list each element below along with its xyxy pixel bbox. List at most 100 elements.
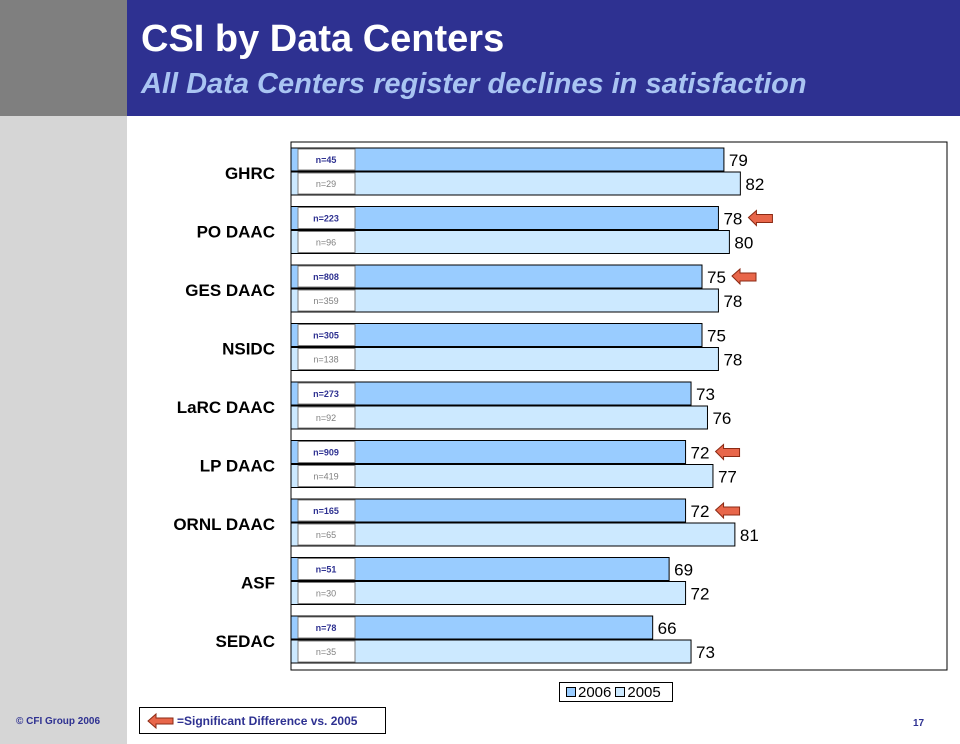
bar-2006-ornl-daac: [290, 498, 687, 523]
legend-label-2005: 2005: [627, 683, 661, 701]
bar-2006-ghrc: [290, 147, 725, 172]
bar-2006-po-daac: [290, 206, 719, 230]
page-number: 17: [913, 718, 925, 729]
bar-2005-ornl-daac: [290, 522, 736, 547]
value-label-2005-larc-daac: 76: [712, 409, 731, 428]
legend-swatch-2006: [566, 687, 576, 697]
value-label-2005-nsidc: 78: [723, 351, 742, 370]
n-box-2006-larc-daac: [297, 382, 356, 405]
value-label-2005-lp-daac: 77: [718, 468, 737, 487]
value-label-2006-larc-daac: 73: [696, 385, 715, 404]
n-label-2006-ges-daac: n=808: [313, 272, 339, 282]
significance-arrow-icon-ornl-daac: [714, 501, 741, 520]
significance-arrow-icon-ges-daac: [731, 267, 757, 286]
header-band: [127, 0, 960, 116]
category-label-asf: ASF: [241, 574, 275, 593]
n-label-2006-lp-daac: n=909: [313, 448, 339, 458]
n-label-2005-nsidc: n=138: [313, 355, 338, 365]
value-label-2006-nsidc: 75: [707, 327, 726, 346]
n-label-2005-po-daac: n=96: [316, 238, 336, 248]
n-box-2006-ornl-daac: [297, 499, 356, 522]
category-label-sedac: SEDAC: [215, 632, 275, 651]
n-box-2006-nsidc: [297, 324, 356, 346]
value-label-2006-ges-daac: 75: [707, 268, 726, 287]
n-label-2005-asf: n=30: [316, 589, 336, 599]
value-label-2006-po-daac: 78: [723, 210, 742, 229]
n-label-2005-larc-daac: n=92: [316, 413, 336, 423]
bar-2005-nsidc: [290, 347, 719, 371]
n-box-2006-po-daac: [297, 207, 356, 229]
n-box-2005-ghrc: [297, 172, 356, 195]
significance-note: =Significant Difference vs. 2005: [177, 714, 358, 728]
n-label-2005-sedac: n=35: [316, 647, 336, 657]
bar-2005-sedac: [290, 639, 692, 664]
category-label-ornl-daac: ORNL DAAC: [173, 515, 275, 534]
category-label-ghrc: GHRC: [225, 164, 275, 183]
value-label-2005-asf: 72: [691, 585, 710, 604]
category-label-ges-daac: GES DAAC: [185, 281, 275, 300]
n-label-2006-asf: n=51: [316, 565, 337, 575]
value-label-2005-ges-daac: 78: [723, 292, 742, 311]
n-label-2005-ges-daac: n=359: [313, 296, 338, 306]
bar-2005-ges-daac: [290, 288, 719, 313]
bar-2005-lp-daac: [290, 464, 714, 488]
n-box-2006-ghrc: [297, 148, 356, 171]
value-label-2006-asf: 69: [674, 561, 693, 580]
n-box-2005-asf: [297, 582, 356, 604]
n-box-2005-lp-daac: [297, 465, 356, 487]
n-box-2005-po-daac: [297, 231, 356, 253]
n-box-2006-asf: [297, 558, 356, 580]
category-label-larc-daac: LaRC DAAC: [177, 398, 275, 417]
value-label-2005-sedac: 73: [696, 643, 715, 662]
bar-2005-ghrc: [290, 171, 741, 196]
n-label-2006-ghrc: n=45: [316, 155, 337, 165]
n-box-2005-sedac: [297, 640, 356, 663]
corner-block: [0, 0, 127, 116]
n-box-2005-ges-daac: [297, 289, 356, 312]
n-label-2005-ghrc: n=29: [316, 179, 336, 189]
n-box-2005-nsidc: [297, 348, 356, 370]
category-label-nsidc: NSIDC: [222, 340, 275, 359]
category-label-lp-daac: LP DAAC: [200, 457, 275, 476]
significance-key: =Significant Difference vs. 2005: [139, 707, 386, 734]
bar-2005-po-daac: [290, 230, 730, 254]
bar-2006-ges-daac: [290, 264, 703, 289]
slide-subtitle: All Data Centers register declines in sa…: [141, 68, 807, 100]
n-label-2006-nsidc: n=305: [313, 331, 339, 341]
n-box-2005-larc-daac: [297, 406, 356, 429]
bar-2005-asf: [290, 581, 687, 605]
value-label-2006-sedac: 66: [658, 619, 677, 638]
n-box-2006-lp-daac: [297, 441, 356, 463]
bar-2006-nsidc: [290, 323, 703, 347]
value-label-2006-ghrc: 79: [729, 151, 748, 170]
value-label-2006-lp-daac: 72: [691, 444, 710, 463]
bar-2006-asf: [290, 557, 670, 581]
value-label-2005-ornl-daac: 81: [740, 526, 759, 545]
n-label-2005-ornl-daac: n=65: [316, 530, 336, 540]
bar-2006-sedac: [290, 615, 654, 640]
n-label-2006-larc-daac: n=273: [313, 389, 339, 399]
copyright-text: © CFI Group 2006: [16, 716, 101, 727]
bar-2006-larc-daac: [290, 381, 692, 406]
n-box-2006-ges-daac: [297, 265, 356, 288]
significance-arrow-icon-lp-daac: [714, 443, 741, 461]
n-label-2006-po-daac: n=223: [313, 214, 339, 224]
bar-2005-larc-daac: [290, 405, 708, 430]
legend-swatch-2005: [615, 687, 626, 697]
left-band: [0, 0, 127, 744]
n-box-2005-ornl-daac: [297, 523, 356, 546]
value-label-2005-ghrc: 82: [745, 175, 764, 194]
significance-arrow-icon: [147, 712, 174, 730]
chart-legend: 2006 2005: [559, 682, 673, 702]
category-label-po-daac: PO DAAC: [197, 223, 275, 242]
legend-label-2006: 2006: [578, 683, 612, 701]
n-label-2006-ornl-daac: n=165: [313, 506, 339, 516]
value-label-2006-ornl-daac: 72: [691, 502, 710, 521]
significance-arrow-icon-po-daac: [747, 209, 773, 227]
bar-2006-lp-daac: [290, 440, 687, 464]
value-label-2005-po-daac: 80: [734, 234, 753, 253]
slide-title: CSI by Data Centers: [141, 18, 505, 60]
n-label-2006-sedac: n=78: [316, 623, 337, 633]
n-box-2006-sedac: [297, 616, 356, 639]
